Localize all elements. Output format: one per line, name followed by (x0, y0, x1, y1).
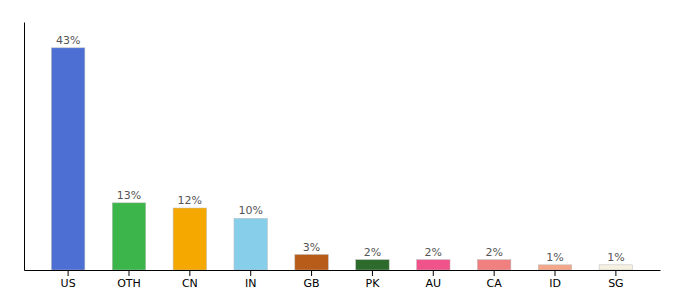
x-tick-mark (128, 270, 129, 276)
y-axis (24, 23, 25, 271)
x-tick: PK (366, 270, 381, 290)
x-tick: SG (608, 270, 624, 290)
x-tick-label: PK (366, 277, 381, 290)
x-tick-label: GB (304, 277, 320, 290)
bar (599, 265, 632, 270)
x-tick-label: OTH (117, 277, 141, 290)
bar (234, 218, 267, 270)
x-tick-mark (68, 270, 69, 276)
data-label: 3% (303, 241, 320, 254)
bars (51, 48, 632, 270)
x-tick-label: IN (245, 277, 256, 290)
x-tick-mark (555, 270, 556, 276)
x-axis: US OTH CN IN GB PK AU CA ID SG (25, 270, 661, 290)
data-label: 12% (178, 194, 202, 207)
x-tick-label: CA (487, 277, 503, 290)
data-label: 10% (238, 204, 262, 217)
x-tick-label: SG (608, 277, 624, 290)
x-tick: ID (549, 270, 561, 290)
bar (295, 255, 328, 271)
x-tick-mark (250, 270, 251, 276)
x-tick-mark (433, 270, 434, 276)
x-tick-label: AU (426, 277, 442, 290)
x-tick-mark (311, 270, 312, 276)
bar (356, 260, 389, 270)
x-tick-label: US (61, 277, 76, 290)
plot: US OTH CN IN GB PK AU CA ID SG 43% 13% 12% 10% 3% 2% 2% 2… (25, 23, 661, 290)
x-axis-line (25, 270, 661, 271)
bar (173, 208, 206, 270)
x-tick-mark (189, 270, 190, 276)
data-label: 2% (364, 246, 381, 259)
data-label: 1% (546, 251, 563, 264)
data-label: 43% (56, 34, 80, 47)
chart: US OTH CN IN GB PK AU CA ID SG 43% 13% 12% 10% 3% 2% 2% 2… (0, 0, 680, 300)
data-label: 2% (485, 246, 502, 259)
bar (51, 48, 84, 270)
x-tick-mark (494, 270, 495, 276)
data-label: 2% (425, 246, 442, 259)
bar (112, 203, 145, 270)
x-tick: CA (487, 270, 503, 290)
x-tick-mark (372, 270, 373, 276)
x-tick-mark (615, 270, 616, 276)
x-tick: CN (182, 270, 198, 290)
data-label: 1% (607, 251, 624, 264)
data-label: 13% (117, 189, 141, 202)
x-tick: IN (245, 270, 256, 290)
x-tick: US (61, 270, 76, 290)
x-tick: GB (304, 270, 320, 290)
x-tick-label: ID (549, 277, 561, 290)
x-tick: AU (426, 270, 442, 290)
x-tick-label: CN (182, 277, 198, 290)
bar (538, 265, 571, 270)
x-tick: OTH (117, 270, 141, 290)
y-axis-line (24, 23, 25, 271)
data-labels: 43% 13% 12% 10% 3% 2% 2% 2% 1% 1% (56, 34, 625, 264)
bar (477, 260, 510, 270)
bar (417, 260, 450, 270)
